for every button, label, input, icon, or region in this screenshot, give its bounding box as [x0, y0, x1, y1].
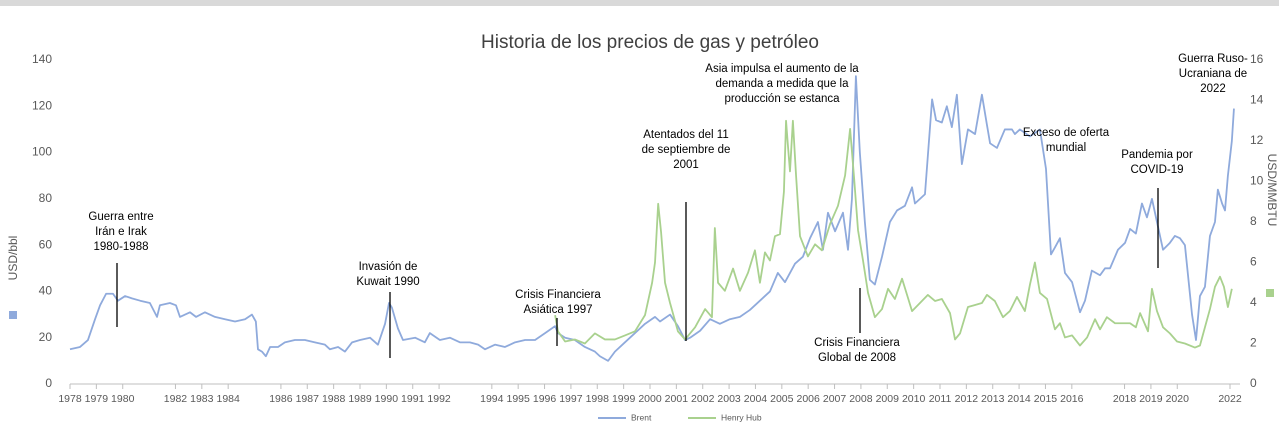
- x-tick-label: 1989: [348, 393, 372, 405]
- y-tick-label: 140: [32, 52, 52, 66]
- y-axis-key: [9, 311, 17, 319]
- top-bar: [0, 0, 1279, 6]
- x-tick-label: 2002: [691, 393, 715, 405]
- y2-tick-label: 14: [1250, 93, 1264, 107]
- x-tick-label: 1991: [401, 393, 425, 405]
- y2-tick-label: 2: [1250, 336, 1257, 350]
- x-tick-label: 2014: [1007, 393, 1031, 405]
- y-tick-label: 120: [32, 98, 52, 112]
- x-tick-label: 2004: [744, 393, 768, 405]
- y2-tick-label: 4: [1250, 295, 1257, 309]
- x-tick-label: 2011: [929, 393, 952, 405]
- x-tick-label: 1998: [586, 393, 610, 405]
- annotation: Guerra Ruso-Ucraniana de 2022: [1178, 53, 1248, 95]
- x-tick-label: 1986: [269, 393, 293, 405]
- y2-axis-title: USD/MMBTU: [1265, 154, 1279, 227]
- x-tick-label: 1979: [85, 393, 109, 405]
- x-tick-label: 1978: [58, 393, 82, 405]
- x-tick-label: 1995: [507, 393, 531, 405]
- y2-tick-label: 8: [1250, 214, 1257, 228]
- legend-label: Brent: [631, 412, 652, 422]
- annotation: Guerra entre Irán e Irak 1980-1988: [88, 211, 154, 253]
- x-tick-label: 1984: [217, 393, 241, 405]
- x-tick-label: 2008: [849, 393, 873, 405]
- x-tick-label: 1988: [322, 393, 346, 405]
- x-tick-label: 1999: [612, 393, 636, 405]
- series-line: [69, 75, 1235, 362]
- x-tick-label: 2019: [1139, 393, 1163, 405]
- x-tick-label: 1994: [480, 393, 504, 405]
- legend-label: Henry Hub: [721, 412, 762, 422]
- y2-tick-label: 10: [1250, 174, 1264, 188]
- y-tick-label: 60: [39, 237, 53, 251]
- y-axis-title: USD/bbl: [6, 236, 20, 281]
- x-tick-label: 2012: [955, 393, 979, 405]
- x-tick-label: 2020: [1166, 393, 1190, 405]
- y-tick-label: 40: [39, 284, 53, 298]
- series-line: [554, 119, 1233, 349]
- x-tick-label: 2015: [1034, 393, 1058, 405]
- annotation: Pandemia por COVID-19: [1121, 149, 1193, 176]
- x-tick-label: 2006: [797, 393, 821, 405]
- x-tick-label: 2022: [1218, 393, 1242, 405]
- annotation: Exceso de oferta mundial: [1022, 127, 1110, 154]
- y-tick-label: 80: [39, 191, 53, 205]
- x-tick-label: 1997: [559, 393, 583, 405]
- y-tick-label: 0: [45, 376, 52, 390]
- x-tick-label: 2000: [638, 393, 662, 405]
- x-tick-label: 1990: [375, 393, 399, 405]
- y2-tick-label: 0: [1250, 376, 1257, 390]
- x-tick-label: 2009: [876, 393, 900, 405]
- x-tick-label: 2007: [823, 393, 847, 405]
- annotation: Asia impulsa el aumento de la demanda a …: [705, 63, 859, 105]
- x-tick-label: 1983: [190, 393, 214, 405]
- y2-tick-label: 16: [1250, 52, 1264, 66]
- x-tick-label: 2018: [1113, 393, 1137, 405]
- annotation: Atentados del 11 de septiembre de 2001: [641, 129, 731, 171]
- x-tick-label: 2010: [902, 393, 926, 405]
- x-tick-label: 2016: [1060, 393, 1084, 405]
- x-tick-label: 2001: [665, 393, 689, 405]
- annotation: Crisis Financiera Global de 2008: [814, 337, 900, 364]
- y2-axis-key: [1266, 289, 1274, 297]
- x-tick-label: 2013: [981, 393, 1005, 405]
- x-tick-label: 2003: [717, 393, 741, 405]
- y-tick-label: 20: [39, 330, 53, 344]
- chart-title: Historia de los precios de gas y petróle…: [481, 32, 819, 53]
- annotation: Crisis Financiera Asiática 1997: [515, 289, 601, 316]
- x-tick-label: 2005: [770, 393, 794, 405]
- y2-tick-label: 12: [1250, 133, 1264, 147]
- x-tick-label: 1992: [427, 393, 451, 405]
- y2-tick-label: 6: [1250, 255, 1257, 269]
- x-tick-label: 1980: [111, 393, 135, 405]
- x-tick-label: 1987: [296, 393, 320, 405]
- x-tick-label: 1996: [533, 393, 557, 405]
- x-tick-label: 1982: [164, 393, 188, 405]
- y-tick-label: 100: [32, 145, 52, 159]
- annotation: Invasión de Kuwait 1990: [356, 261, 420, 288]
